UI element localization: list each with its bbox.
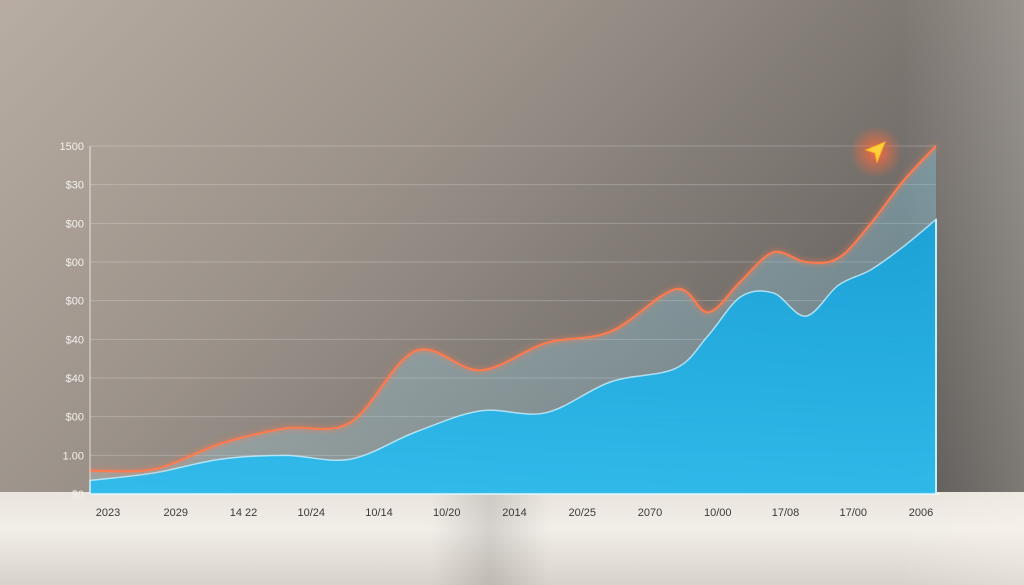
- y-tick-label: 1500: [60, 141, 84, 153]
- x-tick-label: 17/08: [772, 507, 800, 519]
- line-series-path: [89, 145, 937, 473]
- y-axis-tick-labels: $0 1.00 $00 $40 $40 $00 $00 $00 $30 1500: [60, 141, 84, 501]
- x-axis-tick-labels: 2023 2029 14 22 10/24 10/14 10/20 2014 20/25 207…: [96, 507, 933, 519]
- floor-shadow: [430, 492, 550, 585]
- y-tick-label: $40: [66, 373, 84, 385]
- y-tick-label: 1.00: [63, 450, 84, 462]
- y-tick-label: $00: [66, 257, 84, 269]
- y-tick-label: $00: [66, 412, 84, 424]
- x-tick-label: 10/00: [704, 507, 732, 519]
- arrow-head-icon: [864, 141, 886, 164]
- x-tick-label: 2014: [502, 507, 526, 519]
- x-tick-label: 10/24: [297, 507, 325, 519]
- x-tick-label: 2023: [96, 507, 120, 519]
- x-tick-label: 20/25: [568, 507, 596, 519]
- floor-surface: [0, 492, 1024, 585]
- x-tick-label: 10/14: [365, 507, 393, 519]
- x-tick-label: 14 22: [230, 507, 258, 519]
- x-tick-label: 2006: [909, 507, 933, 519]
- x-tick-label: 2070: [638, 507, 662, 519]
- y-tick-label: $0: [72, 489, 84, 501]
- y-tick-label: $00: [66, 218, 84, 230]
- trend-arrow: [850, 126, 902, 178]
- x-tick-label: 2029: [164, 507, 188, 519]
- axes: [89, 146, 940, 495]
- x-tick-label: 17/00: [839, 507, 867, 519]
- y-tick-label: $30: [66, 180, 84, 192]
- x-tick-label: 10/20: [433, 507, 461, 519]
- area-series: [89, 217, 937, 495]
- line-series: [89, 145, 937, 473]
- y-tick-label: $00: [66, 296, 84, 308]
- area-series-fill: [89, 217, 937, 495]
- y-tick-label: $40: [66, 334, 84, 346]
